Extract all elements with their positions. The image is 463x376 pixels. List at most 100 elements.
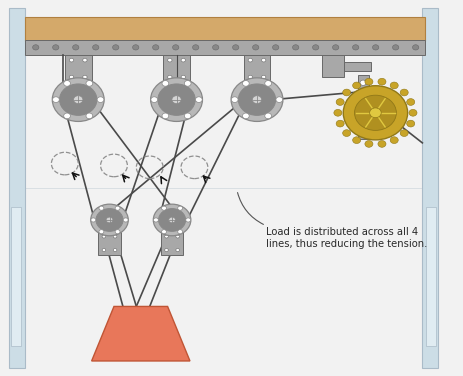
Circle shape <box>390 137 398 144</box>
Circle shape <box>176 235 180 238</box>
Circle shape <box>64 113 70 119</box>
Circle shape <box>69 75 74 79</box>
Circle shape <box>172 96 181 103</box>
Circle shape <box>178 230 182 234</box>
Circle shape <box>332 45 339 50</box>
Circle shape <box>352 45 359 50</box>
Circle shape <box>334 109 342 116</box>
Circle shape <box>113 45 119 50</box>
Circle shape <box>151 97 157 103</box>
Circle shape <box>213 45 219 50</box>
Circle shape <box>243 113 249 119</box>
Circle shape <box>102 235 106 238</box>
Circle shape <box>360 129 366 134</box>
Circle shape <box>168 75 172 79</box>
FancyArrowPatch shape <box>238 193 263 224</box>
Circle shape <box>393 45 399 50</box>
Circle shape <box>378 141 386 147</box>
Circle shape <box>53 97 59 103</box>
Ellipse shape <box>52 78 104 121</box>
Circle shape <box>106 217 113 223</box>
Circle shape <box>262 75 266 79</box>
Circle shape <box>74 96 83 103</box>
Circle shape <box>365 78 373 85</box>
Circle shape <box>400 130 408 136</box>
FancyBboxPatch shape <box>244 55 270 83</box>
Circle shape <box>162 113 169 119</box>
Circle shape <box>113 249 117 252</box>
Circle shape <box>102 249 106 252</box>
Circle shape <box>355 95 396 130</box>
Circle shape <box>123 218 128 222</box>
Circle shape <box>193 45 199 50</box>
Circle shape <box>83 75 87 79</box>
Circle shape <box>181 58 185 62</box>
Circle shape <box>413 45 419 50</box>
Circle shape <box>169 217 175 223</box>
Circle shape <box>378 78 386 85</box>
Circle shape <box>232 97 238 103</box>
FancyBboxPatch shape <box>357 75 369 139</box>
Circle shape <box>178 206 182 210</box>
FancyBboxPatch shape <box>25 17 425 41</box>
Circle shape <box>407 120 415 127</box>
Circle shape <box>313 45 319 50</box>
Circle shape <box>343 130 350 136</box>
Circle shape <box>173 45 179 50</box>
Circle shape <box>83 58 87 62</box>
Circle shape <box>86 113 93 119</box>
Circle shape <box>97 97 104 103</box>
Circle shape <box>86 80 93 86</box>
Circle shape <box>69 58 74 62</box>
Circle shape <box>360 96 366 102</box>
Circle shape <box>390 82 398 89</box>
Circle shape <box>276 97 282 103</box>
Ellipse shape <box>231 78 283 121</box>
Circle shape <box>336 120 344 127</box>
Circle shape <box>253 45 259 50</box>
Circle shape <box>407 99 415 105</box>
Ellipse shape <box>91 204 128 236</box>
FancyBboxPatch shape <box>163 55 190 83</box>
Circle shape <box>360 113 366 118</box>
Circle shape <box>353 82 361 89</box>
Circle shape <box>252 96 262 103</box>
Circle shape <box>162 206 166 210</box>
Circle shape <box>336 99 344 105</box>
Circle shape <box>184 80 191 86</box>
Circle shape <box>343 86 407 140</box>
Circle shape <box>409 109 417 116</box>
FancyBboxPatch shape <box>426 207 436 346</box>
Circle shape <box>243 80 249 86</box>
Circle shape <box>132 45 139 50</box>
Circle shape <box>99 230 104 234</box>
Circle shape <box>115 230 120 234</box>
Circle shape <box>176 249 180 252</box>
Circle shape <box>73 45 79 50</box>
Text: Load is distributed across all 4
lines, thus reducing the tension.: Load is distributed across all 4 lines, … <box>266 227 427 249</box>
Circle shape <box>293 45 299 50</box>
FancyBboxPatch shape <box>161 232 183 255</box>
Circle shape <box>265 113 271 119</box>
FancyBboxPatch shape <box>98 232 121 255</box>
Circle shape <box>373 45 379 50</box>
Ellipse shape <box>153 204 191 236</box>
Ellipse shape <box>96 209 123 231</box>
Circle shape <box>184 113 191 119</box>
Circle shape <box>153 45 159 50</box>
Circle shape <box>165 249 168 252</box>
Circle shape <box>162 80 169 86</box>
Circle shape <box>360 80 366 85</box>
Circle shape <box>400 89 408 96</box>
Polygon shape <box>92 306 190 361</box>
Circle shape <box>162 230 166 234</box>
Circle shape <box>181 75 185 79</box>
Circle shape <box>154 218 158 222</box>
FancyBboxPatch shape <box>344 62 371 71</box>
Circle shape <box>343 89 350 96</box>
Circle shape <box>165 235 168 238</box>
Ellipse shape <box>238 84 275 115</box>
Circle shape <box>369 108 381 118</box>
Circle shape <box>273 45 279 50</box>
Ellipse shape <box>60 84 97 115</box>
